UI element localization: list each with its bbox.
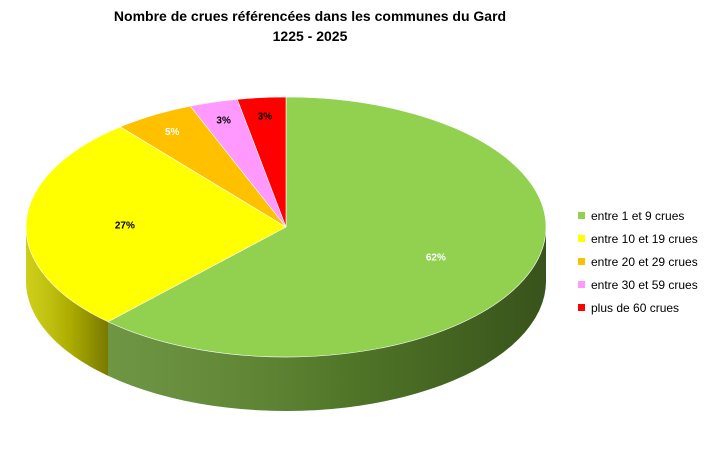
legend-item: entre 1 et 9 crues <box>578 204 698 227</box>
slice-data-label: 3% <box>216 116 231 127</box>
legend-item: plus de 60 crues <box>578 296 698 319</box>
legend: entre 1 et 9 crues entre 10 et 19 crues … <box>578 204 698 319</box>
legend-swatch <box>578 281 585 288</box>
legend-label: entre 20 et 29 crues <box>591 254 698 269</box>
legend-swatch <box>578 258 585 265</box>
chart-title-block: Nombre de crues référencées dans les com… <box>0 6 620 46</box>
pie-side-shade <box>26 227 109 376</box>
slice-data-label: 3% <box>258 112 273 123</box>
legend-label: entre 10 et 19 crues <box>591 231 698 246</box>
legend-label: entre 1 et 9 crues <box>591 208 685 223</box>
slice-data-label: 62% <box>426 253 446 264</box>
pie-side-shade <box>108 227 547 411</box>
pie-slice <box>25 126 287 323</box>
legend-swatch <box>578 212 585 219</box>
legend-swatch <box>578 235 585 242</box>
slice-data-label: 5% <box>165 127 180 138</box>
slice-data-label: 27% <box>115 220 135 231</box>
chart-title: Nombre de crues référencées dans les com… <box>113 8 507 24</box>
legend-label: entre 30 et 59 crues <box>591 277 698 292</box>
pie-slice <box>107 96 547 358</box>
pie-slice <box>236 96 287 228</box>
chart-subtitle: 1225 - 2025 <box>272 28 348 44</box>
legend-item: entre 30 et 59 crues <box>578 273 698 296</box>
legend-item: entre 20 et 29 crues <box>578 250 698 273</box>
legend-item: entre 10 et 19 crues <box>578 227 698 250</box>
legend-label: plus de 60 crues <box>591 300 680 315</box>
legend-swatch <box>578 304 585 311</box>
